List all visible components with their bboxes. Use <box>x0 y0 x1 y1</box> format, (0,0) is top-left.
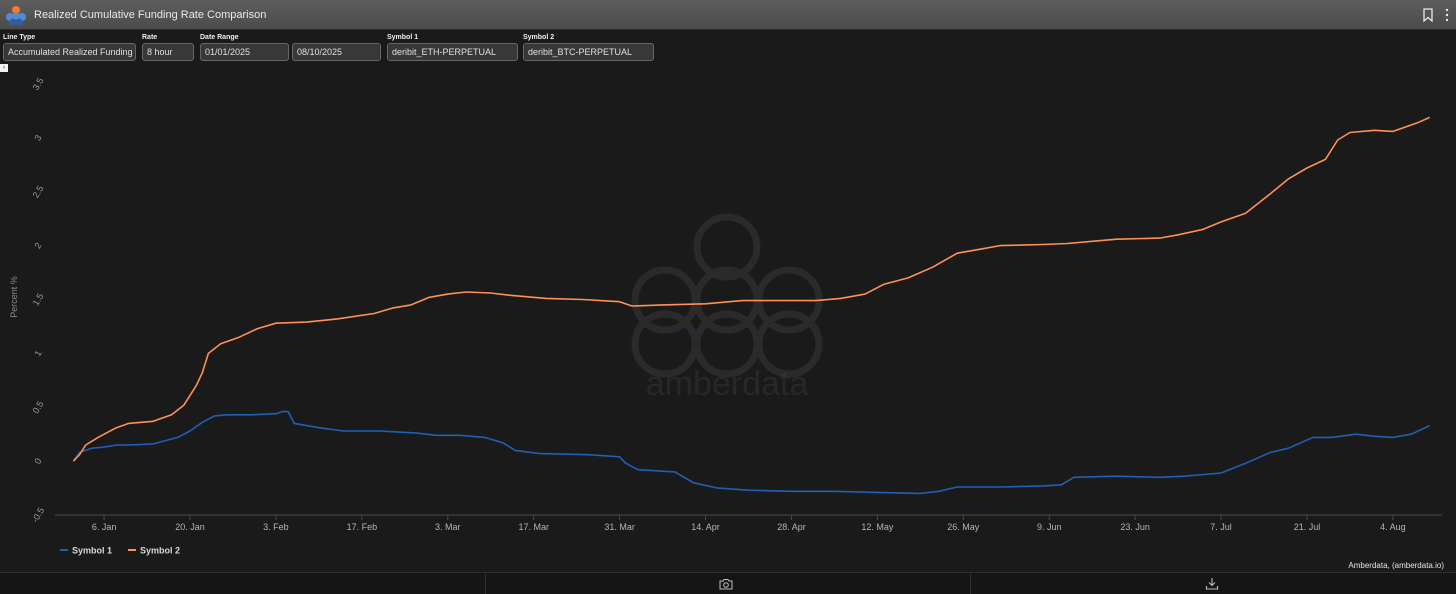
download-icon[interactable] <box>1205 577 1219 590</box>
date-range-label: Date Range <box>200 34 239 41</box>
rate-select[interactable]: 8 hour <box>142 43 194 61</box>
x-tick-label: 23. Jun <box>1120 522 1150 532</box>
line-type-select[interactable]: Accumulated Realized Funding <box>3 43 136 61</box>
line-type-label: Line Type <box>3 34 36 41</box>
symbol1-select[interactable]: deribit_ETH-PERPETUAL <box>387 43 518 61</box>
symbol2-label: Symbol 2 <box>523 34 555 41</box>
rate-label: Rate <box>142 34 158 41</box>
x-tick-label: 31. Mar <box>604 522 635 532</box>
y-tick-label: 3.5 <box>31 76 46 92</box>
toolbar-divider <box>485 573 486 594</box>
x-tick-label: 17. Mar <box>518 522 549 532</box>
x-tick-label: 9. Jun <box>1037 522 1062 532</box>
end-date-input[interactable]: 08/10/2025 <box>292 43 381 61</box>
series-line-symbol2[interactable] <box>72 116 1431 462</box>
y-tick-label: 0 <box>32 456 43 465</box>
line-chart: amberdata -0.5 0 0.5 1 1.5 2 2.5 3 3.5 6. Jan 20.… <box>9 76 1442 556</box>
watermark-text: amberdata <box>646 365 809 403</box>
more-vertical-icon[interactable] <box>1444 8 1450 22</box>
watermark <box>631 213 823 378</box>
legend-item-symbol1[interactable]: Symbol 1 <box>60 546 112 556</box>
symbol2-select[interactable]: deribit_BTC-PERPETUAL <box>523 43 654 61</box>
y-axis-title: Percent % <box>9 276 19 318</box>
y-axis: -0.5 0 0.5 1 1.5 2 2.5 3 3.5 <box>30 76 46 524</box>
expand-toggle-icon[interactable]: › <box>0 64 8 72</box>
chart-toolbar <box>0 572 1456 594</box>
symbol1-label: Symbol 1 <box>387 34 419 41</box>
x-tick-label: 3. Feb <box>263 522 289 532</box>
x-tick-label: 3. Mar <box>435 522 461 532</box>
legend-label-symbol2: Symbol 2 <box>140 546 180 556</box>
y-tick-label: 3 <box>32 133 43 142</box>
series-group <box>72 116 1431 495</box>
x-tick-label: 17. Feb <box>347 522 378 532</box>
credit-text[interactable]: Amberdata, (amberdata.io) <box>1348 561 1444 570</box>
x-tick-label: 14. Apr <box>691 522 720 532</box>
y-tick-label: 2 <box>32 241 43 250</box>
x-tick-label: 12. May <box>861 522 894 532</box>
y-tick-label: 1.5 <box>31 292 46 308</box>
chart-header: Realized Cumulative Funding Rate Compari… <box>0 0 1456 30</box>
y-tick-label: 0.5 <box>31 399 46 415</box>
x-tick-label: 21. Jul <box>1294 522 1321 532</box>
y-tick-label: 1 <box>32 349 43 358</box>
x-tick-label: 28. Apr <box>777 522 806 532</box>
legend-label-symbol1: Symbol 1 <box>72 546 112 556</box>
x-tick-label: 4. Aug <box>1380 522 1406 532</box>
toolbar-divider <box>970 573 971 594</box>
x-tick-label: 7. Jul <box>1210 522 1232 532</box>
y-tick-label: 2.5 <box>31 184 46 200</box>
camera-icon[interactable] <box>719 578 733 590</box>
x-tick-label: 6. Jan <box>92 522 117 532</box>
page-title: Realized Cumulative Funding Rate Compari… <box>34 9 267 21</box>
y-tick-label: -0.5 <box>30 506 46 524</box>
x-tick-label: 20. Jan <box>175 522 205 532</box>
x-tick-label: 26. May <box>947 522 980 532</box>
start-date-input[interactable]: 01/01/2025 <box>200 43 289 61</box>
legend-item-symbol2[interactable]: Symbol 2 <box>128 546 180 556</box>
bookmark-icon[interactable] <box>1422 8 1434 22</box>
series-line-symbol1[interactable] <box>72 410 1431 495</box>
logo-icon <box>6 6 26 26</box>
x-axis: 6. Jan 20. Jan 3. Feb 17. Feb 3. Mar 17. Mar 3… <box>92 515 1406 532</box>
legend: Symbol 1 Symbol 2 <box>60 546 180 556</box>
